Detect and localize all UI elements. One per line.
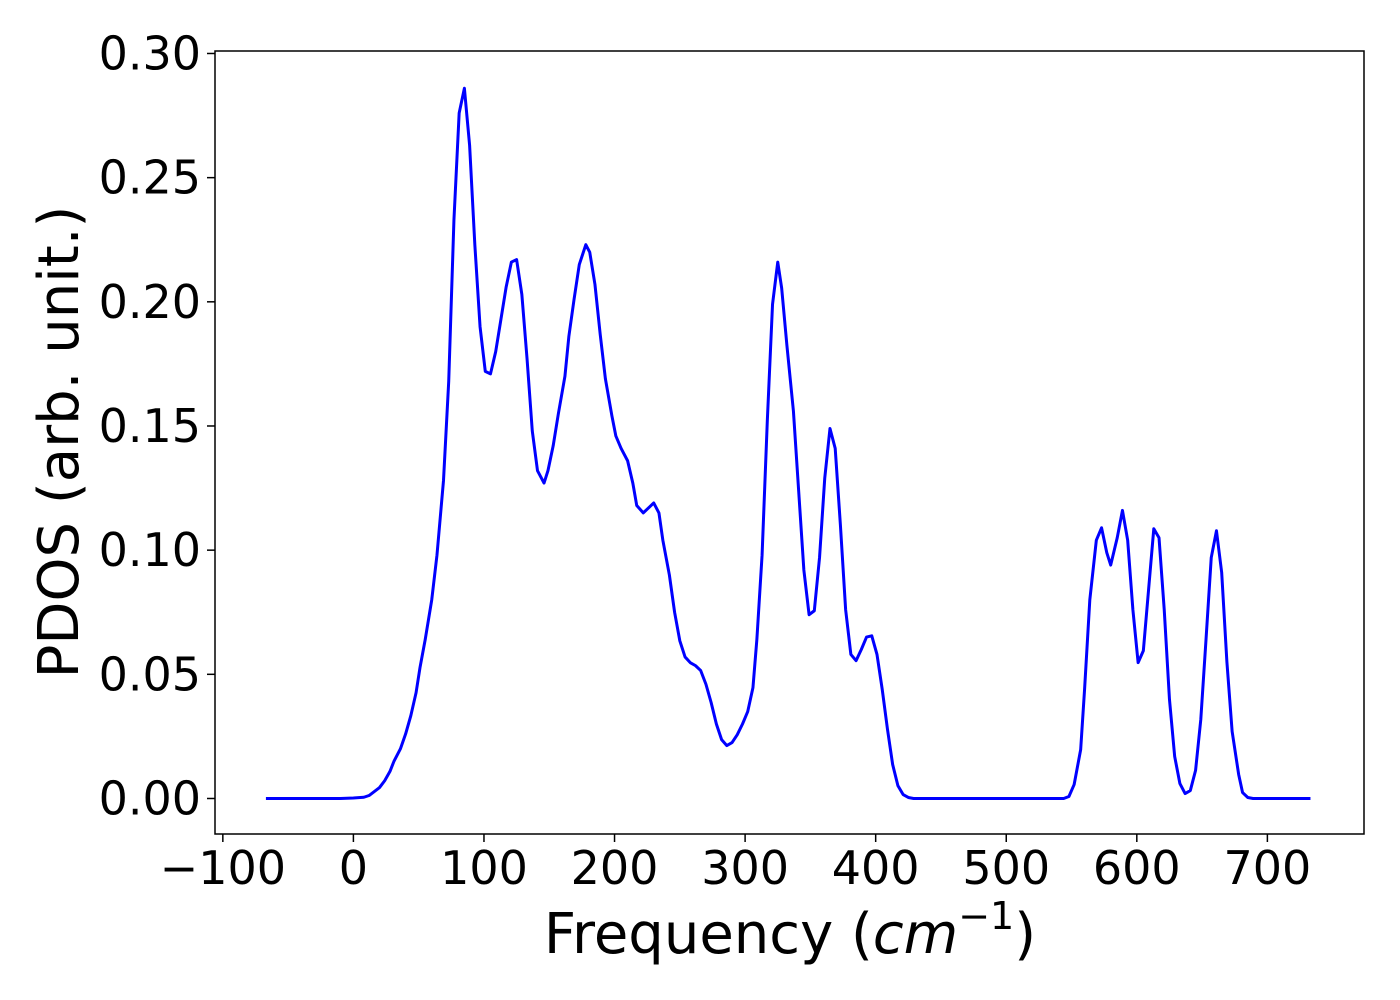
y-tick-label: 0.10	[99, 523, 201, 577]
x-tick-label: 0	[339, 841, 368, 895]
x-tick-label: 500	[962, 841, 1050, 895]
x-tick-label: 100	[440, 841, 528, 895]
x-label-unit: cm	[873, 902, 958, 967]
x-axis-label: Frequency (cm−1)	[544, 894, 1036, 967]
y-tick-label: 0.20	[99, 275, 201, 329]
y-tick-label: 0.25	[99, 151, 201, 205]
plot-frame	[214, 50, 1365, 835]
x-label-close: )	[1014, 902, 1036, 967]
x-label-exponent: −1	[958, 894, 1014, 938]
y-tick-label: 0.00	[99, 771, 201, 825]
y-tick-label: 0.30	[99, 26, 201, 80]
x-label-text: Frequency (	[544, 902, 873, 967]
x-tick-label: 400	[832, 841, 920, 895]
x-tick-label: 200	[571, 841, 659, 895]
x-tick-label: 300	[701, 841, 789, 895]
y-tick-label: 0.15	[99, 399, 201, 453]
y-axis-label: PDOS (arb. unit.)	[27, 206, 92, 679]
x-tick-label: −100	[160, 841, 286, 895]
x-tick-label: 700	[1223, 841, 1311, 895]
y-tick-label: 0.05	[99, 647, 201, 701]
pdos-line	[265, 86, 1311, 800]
x-tick-label: 600	[1093, 841, 1181, 895]
